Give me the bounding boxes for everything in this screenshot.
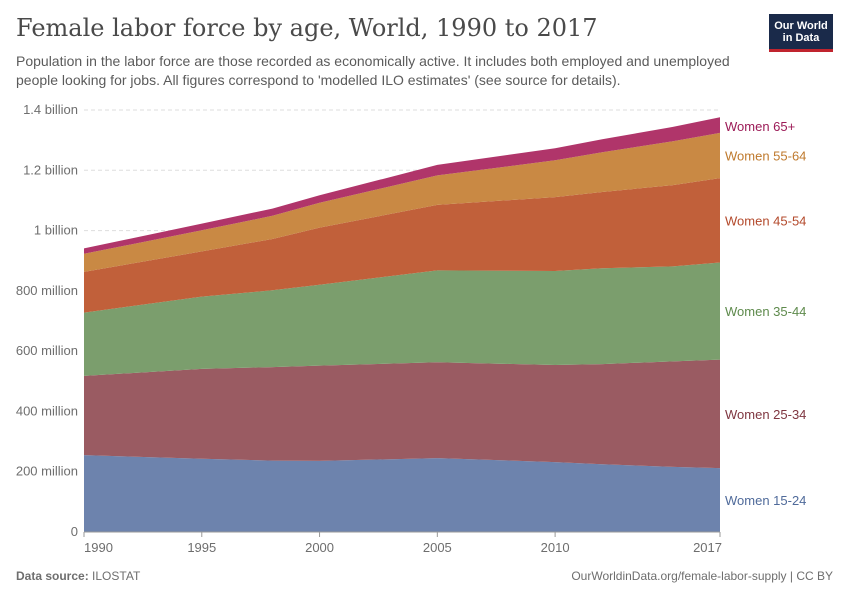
legend-label[interactable]: Women 55-64 — [725, 149, 806, 164]
y-tick-label: 800 million — [16, 283, 78, 298]
x-tick-label: 2017 — [693, 540, 722, 555]
y-tick-label: 1.2 billion — [23, 162, 78, 177]
x-tick-label: 2000 — [305, 540, 334, 555]
source-label: Data source: — [16, 569, 89, 583]
area-women-65-[interactable] — [84, 117, 720, 254]
legend-label[interactable]: Women 25-34 — [725, 407, 806, 422]
axes: 0 200 million 400 million 600 million 800 mi… — [16, 102, 722, 555]
y-tick-label: 1.4 billion — [23, 102, 78, 117]
legend-label[interactable]: Women 35-44 — [725, 304, 806, 319]
area-series — [84, 117, 720, 532]
area-women-25-34[interactable] — [84, 359, 720, 469]
legend: Women 15-24 Women 25-34 Women 35-44 Women 4… — [725, 119, 806, 508]
data-source: Data source: ILOSTAT — [16, 569, 140, 583]
area-women-35-44[interactable] — [84, 262, 720, 376]
area-women-15-24[interactable] — [84, 455, 720, 532]
legend-label[interactable]: Women 65+ — [725, 119, 795, 134]
y-tick-label: 1 billion — [34, 223, 78, 238]
logo-line-1: Our World — [774, 20, 828, 32]
chart-subtitle: Population in the labor force are those … — [16, 53, 730, 88]
legend-label[interactable]: Women 15-24 — [725, 493, 806, 508]
logo-line-2: in Data — [782, 32, 820, 44]
source-url-link[interactable]: OurWorldinData.org/female-labor-supply |… — [571, 569, 833, 583]
x-tick-label: 2005 — [423, 540, 452, 555]
y-tick-label: 200 million — [16, 464, 78, 479]
x-tick-label: 1995 — [187, 540, 216, 555]
area-women-45-54[interactable] — [84, 178, 720, 313]
y-tick-label: 400 million — [16, 403, 78, 418]
chart-title: Female labor force by age, World, 1990 t… — [16, 14, 598, 42]
x-tick-label: 2010 — [541, 540, 570, 555]
y-tick-label: 0 — [71, 524, 78, 539]
legend-label[interactable]: Women 45-54 — [725, 213, 806, 228]
source-value: ILOSTAT — [92, 569, 141, 583]
owid-logo[interactable]: Our World in Data — [769, 14, 833, 52]
y-tick-label: 600 million — [16, 343, 78, 358]
x-tick-label: 1990 — [84, 540, 113, 555]
area-women-55-64[interactable] — [84, 132, 720, 272]
